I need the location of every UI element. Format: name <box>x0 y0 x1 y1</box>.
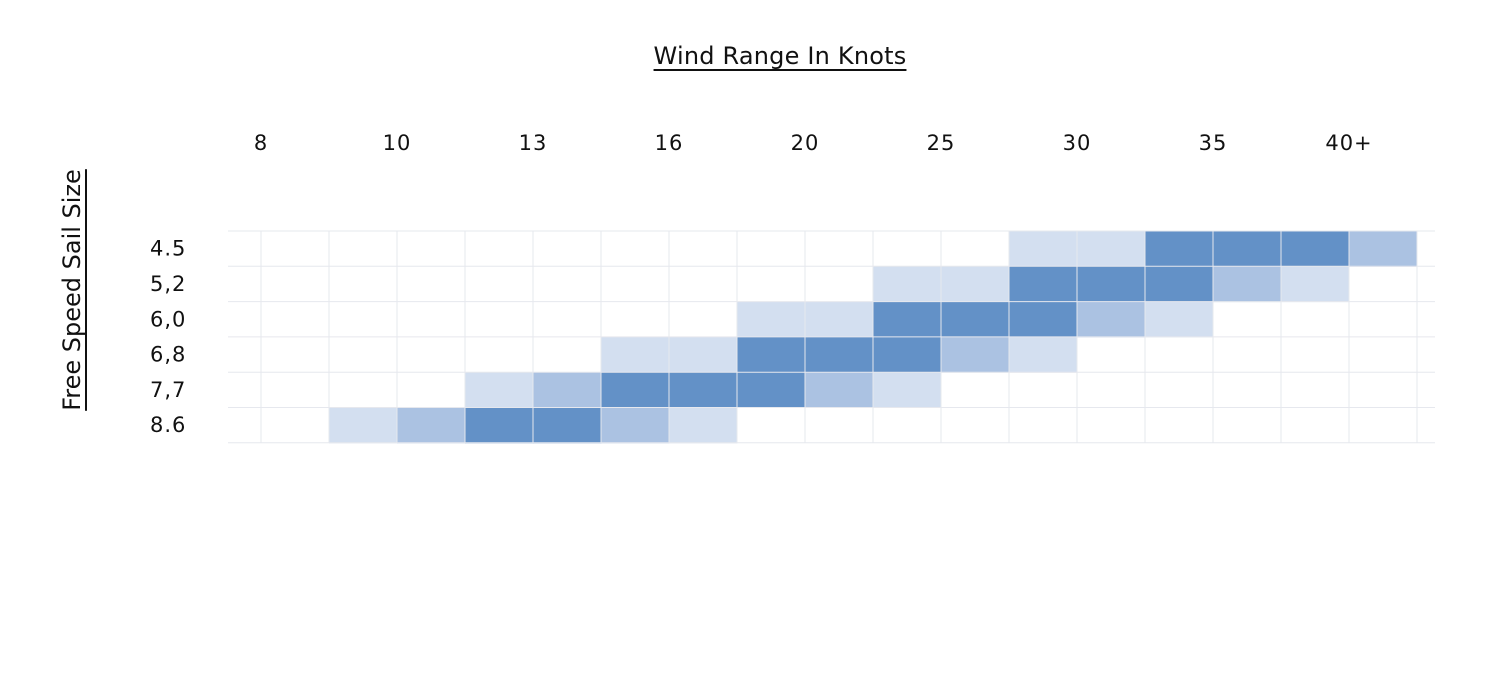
heatmap-cell <box>1009 336 1078 373</box>
x-tick-label: 20 <box>791 131 820 155</box>
heatmap-cell <box>805 336 874 373</box>
heatmap-cell <box>1145 266 1214 303</box>
heatmap-cell <box>1281 231 1350 267</box>
heatmap-cell <box>669 372 738 408</box>
y-tick-labels: 4.5 5,2 6,0 6,8 7,7 8.6 <box>150 237 186 438</box>
x-tick-label: 16 <box>655 131 684 155</box>
heatmap-cell <box>533 372 602 408</box>
heatmap-cell <box>669 407 738 444</box>
heatmap-cell <box>1145 231 1214 267</box>
x-tick-label: 35 <box>1199 131 1228 155</box>
heatmap-cell <box>329 407 398 444</box>
heatmap-cell <box>1009 266 1078 303</box>
heatmap-cell <box>1281 266 1350 303</box>
y-tick-label: 7,7 <box>150 378 186 402</box>
heatmap-cell <box>941 266 1010 303</box>
heatmap-cell <box>601 372 670 408</box>
heatmap-cell <box>737 336 806 373</box>
heatmap-cell <box>1009 231 1078 267</box>
heatmap-cells <box>329 231 1418 444</box>
heatmap-cell <box>465 407 534 444</box>
x-tick-label: 40+ <box>1325 131 1372 155</box>
heatmap-cell <box>1009 301 1078 338</box>
heatmap-cell <box>737 372 806 408</box>
y-tick-label: 4.5 <box>150 237 186 261</box>
heatmap-cell <box>1077 266 1146 303</box>
heatmap-cell <box>1213 266 1282 303</box>
y-tick-label: 6,0 <box>150 307 186 331</box>
x-tick-labels: 8 10 13 16 20 25 30 35 40+ <box>254 131 1372 155</box>
heatmap-cell <box>873 336 942 373</box>
heatmap-cell <box>1349 231 1418 267</box>
x-tick-label: 13 <box>519 131 548 155</box>
heatmap-cell <box>1213 231 1282 267</box>
heatmap-cell <box>1145 301 1214 338</box>
heatmap-cell <box>1077 231 1146 267</box>
heatmap-cell <box>533 407 602 444</box>
heatmap-cell <box>873 301 942 338</box>
chart-title: Wind Range In Knots <box>653 42 907 70</box>
heatmap-cell <box>669 336 738 373</box>
x-tick-label: 8 <box>254 131 268 155</box>
heatmap-cell <box>1077 301 1146 338</box>
heatmap-cell <box>873 372 942 408</box>
y-tick-label: 5,2 <box>150 272 186 296</box>
heatmap-cell <box>941 301 1010 338</box>
y-tick-label: 6,8 <box>150 343 186 367</box>
heatmap-cell <box>873 266 942 303</box>
heatmap-cell <box>805 301 874 338</box>
heatmap-cell <box>737 301 806 338</box>
heatmap-cell <box>397 407 466 444</box>
heatmap-cell <box>465 372 534 408</box>
x-tick-label: 30 <box>1063 131 1092 155</box>
heatmap-cell <box>941 336 1010 373</box>
heatmap-cell <box>601 336 670 373</box>
y-tick-label: 8.6 <box>150 413 186 437</box>
x-tick-label: 10 <box>383 131 412 155</box>
heatmap-grid <box>228 230 1435 444</box>
heatmap-cell <box>601 407 670 444</box>
heatmap-cell <box>805 372 874 408</box>
x-tick-label: 25 <box>927 131 956 155</box>
